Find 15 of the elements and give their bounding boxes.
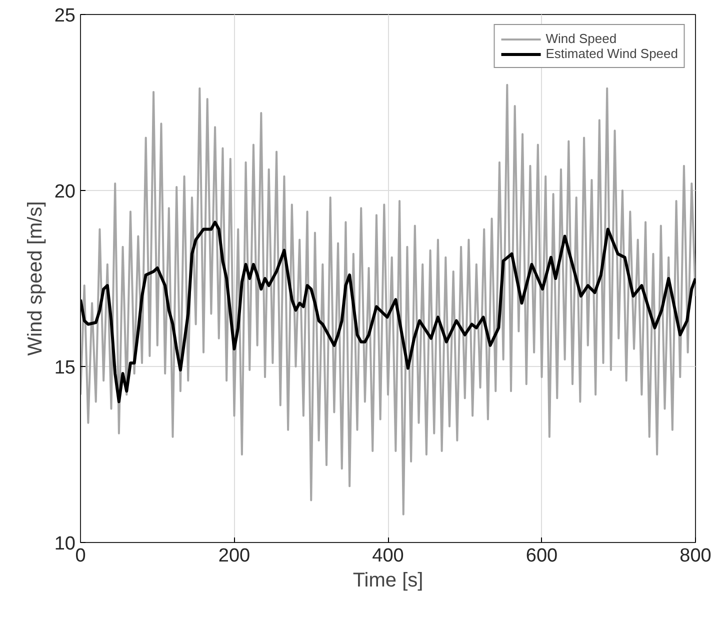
line-series [80, 220, 696, 404]
x-tick-label: 600 [526, 546, 558, 566]
y-tick-label: 20 [54, 182, 76, 202]
legend-label: Wind Speed [546, 31, 617, 46]
x-tick-label: 0 [75, 546, 86, 566]
y-axis-title: Wind speed [m/s] [24, 201, 46, 356]
legend-label: Estimated Wind Speed [546, 46, 678, 61]
line-series [80, 84, 696, 516]
x-tick-label: 200 [218, 546, 250, 566]
x-axis-title: Time [s] [352, 570, 424, 592]
x-tick-label: 400 [372, 546, 404, 566]
x-tick-label: 800 [680, 546, 712, 566]
y-tick-label: 25 [54, 6, 76, 26]
y-tick-label: 10 [54, 534, 76, 554]
y-tick-label: 15 [54, 358, 76, 378]
